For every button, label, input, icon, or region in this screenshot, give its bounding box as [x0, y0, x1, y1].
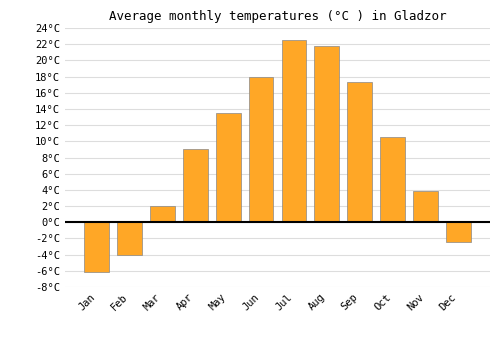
- Bar: [282, 40, 306, 222]
- Bar: [446, 222, 470, 243]
- Bar: [380, 137, 405, 222]
- Bar: [248, 77, 274, 222]
- Bar: [216, 113, 240, 222]
- Bar: [117, 222, 142, 256]
- Bar: [413, 191, 438, 222]
- Bar: [348, 82, 372, 222]
- Bar: [150, 206, 174, 222]
- Bar: [314, 46, 339, 222]
- Bar: [84, 222, 109, 272]
- Title: Average monthly temperatures (°C ) in Gladzor: Average monthly temperatures (°C ) in Gl…: [109, 10, 446, 23]
- Bar: [183, 149, 208, 222]
